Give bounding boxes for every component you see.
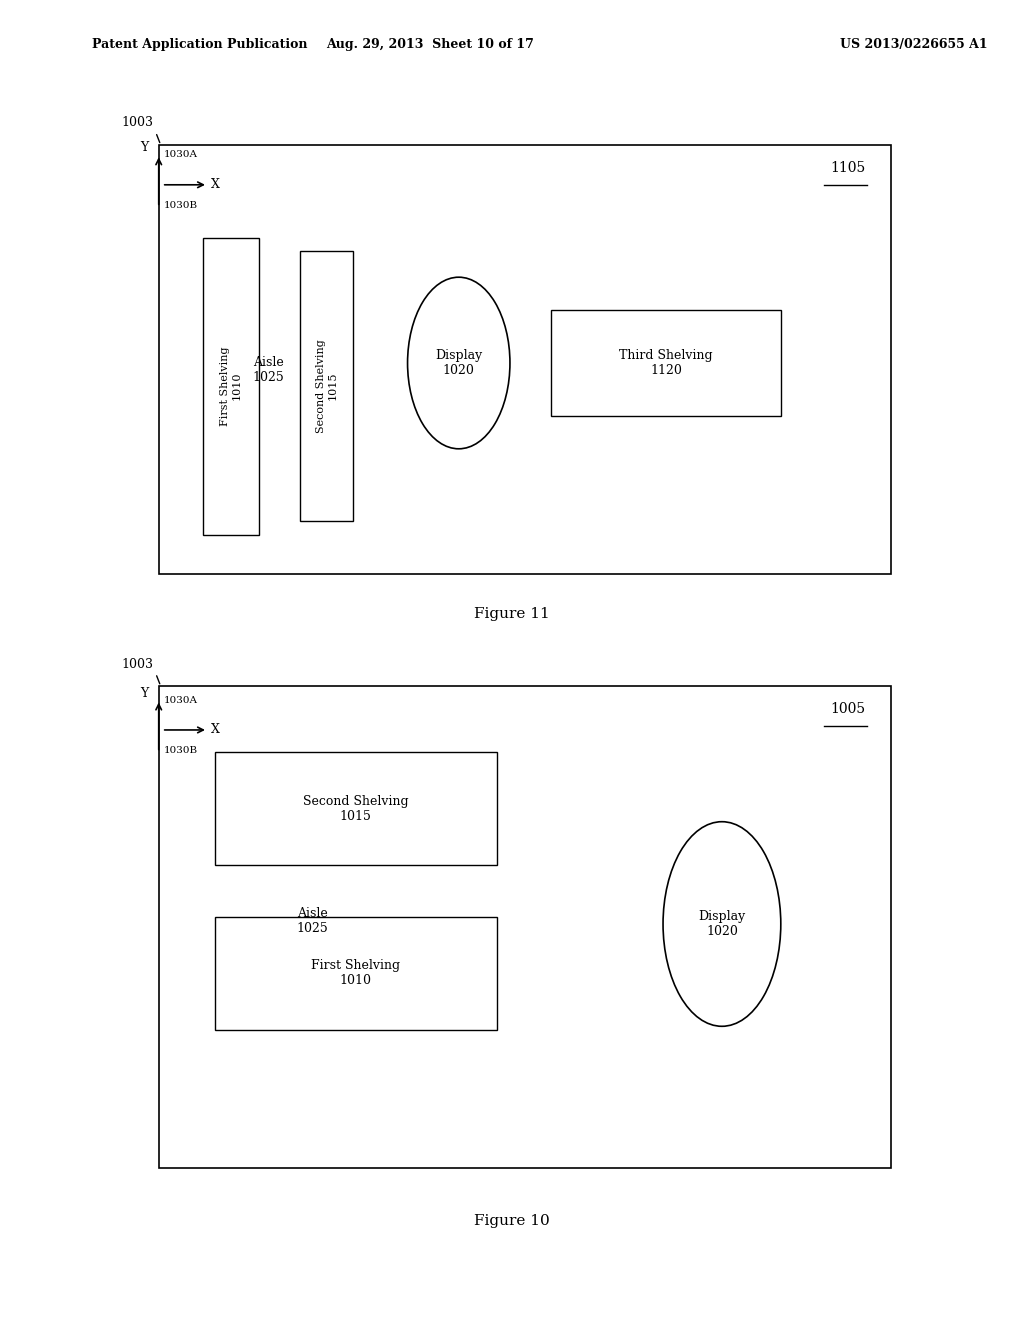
FancyBboxPatch shape xyxy=(215,752,497,865)
Ellipse shape xyxy=(664,821,780,1027)
Text: 1005: 1005 xyxy=(830,702,865,717)
Ellipse shape xyxy=(408,277,510,449)
Text: Patent Application Publication: Patent Application Publication xyxy=(92,38,307,51)
FancyBboxPatch shape xyxy=(215,917,497,1030)
Text: Aisle
1025: Aisle 1025 xyxy=(296,907,329,936)
Text: Figure 11: Figure 11 xyxy=(474,607,550,620)
FancyBboxPatch shape xyxy=(551,310,781,416)
Text: X: X xyxy=(211,178,220,191)
Text: 1030A: 1030A xyxy=(164,150,198,160)
Text: 1030B: 1030B xyxy=(164,746,198,755)
Text: Aisle
1025: Aisle 1025 xyxy=(252,355,285,384)
Text: First Shelving
1010: First Shelving 1010 xyxy=(220,346,242,426)
Text: Second Shelving
1015: Second Shelving 1015 xyxy=(303,795,409,822)
Text: Display
1020: Display 1020 xyxy=(698,909,745,939)
FancyBboxPatch shape xyxy=(300,251,353,521)
Text: X: X xyxy=(211,723,220,737)
Text: Aug. 29, 2013  Sheet 10 of 17: Aug. 29, 2013 Sheet 10 of 17 xyxy=(326,38,535,51)
Text: Display
1020: Display 1020 xyxy=(435,348,482,378)
FancyBboxPatch shape xyxy=(159,686,891,1168)
Text: 1003: 1003 xyxy=(122,657,154,671)
Text: Y: Y xyxy=(140,141,148,154)
Text: 1105: 1105 xyxy=(830,161,865,176)
FancyBboxPatch shape xyxy=(203,238,259,535)
Text: US 2013/0226655 A1: US 2013/0226655 A1 xyxy=(840,38,987,51)
FancyBboxPatch shape xyxy=(159,145,891,574)
Text: Figure 10: Figure 10 xyxy=(474,1214,550,1228)
Text: 1030B: 1030B xyxy=(164,201,198,210)
Text: Y: Y xyxy=(140,686,148,700)
Text: First Shelving
1010: First Shelving 1010 xyxy=(311,960,400,987)
Text: Third Shelving
1120: Third Shelving 1120 xyxy=(620,348,713,378)
Text: 1030A: 1030A xyxy=(164,696,198,705)
Text: 1003: 1003 xyxy=(122,116,154,129)
Text: Second Shelving
1015: Second Shelving 1015 xyxy=(315,339,338,433)
